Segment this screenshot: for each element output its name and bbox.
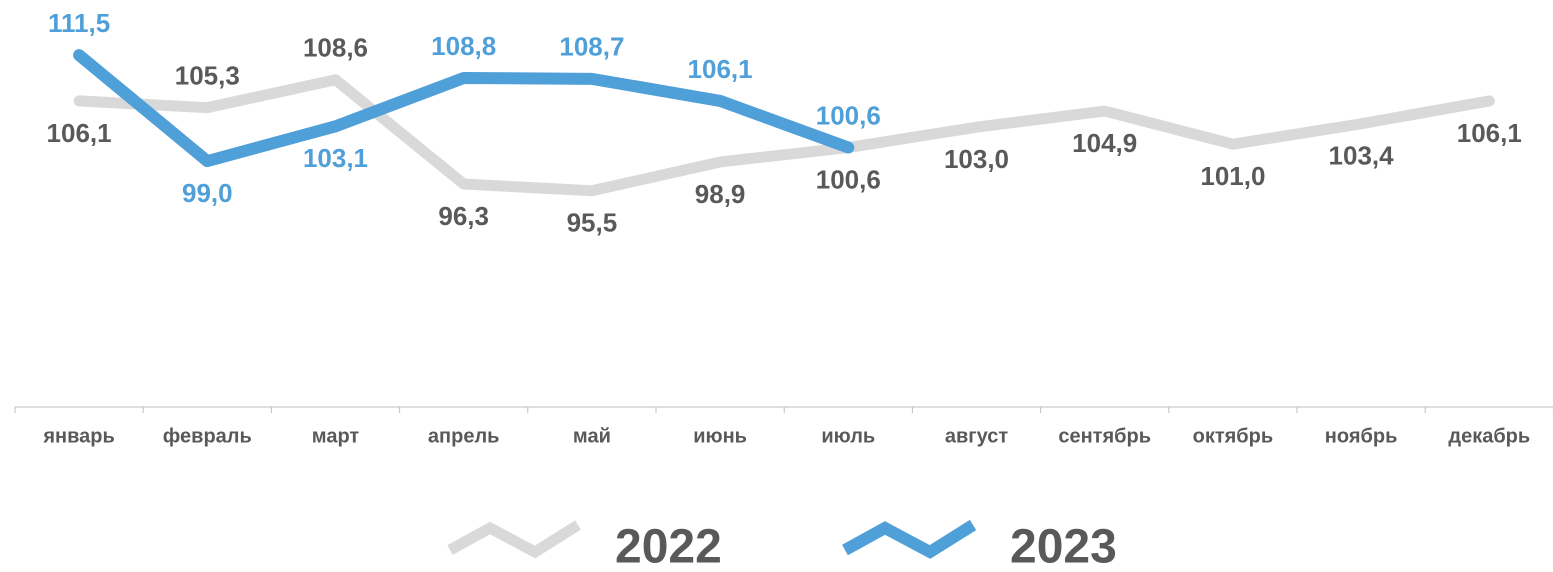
data-label: 99,0	[182, 178, 233, 208]
x-tick-label: апрель	[428, 425, 500, 447]
data-label: 106,1	[1457, 118, 1522, 148]
x-tick-label: сентябрь	[1058, 425, 1151, 447]
data-label: 104,9	[1072, 128, 1137, 158]
data-label: 106,1	[47, 118, 112, 148]
x-tick-label: ноябрь	[1325, 425, 1398, 447]
data-label: 98,9	[695, 179, 746, 209]
data-label: 100,6	[816, 100, 881, 130]
data-label: 105,3	[175, 61, 240, 91]
data-label: 111,5	[48, 8, 110, 38]
data-label: 108,6	[303, 33, 368, 63]
data-label: 106,1	[688, 54, 753, 84]
x-tick-label: январь	[42, 425, 114, 447]
data-label: 96,3	[438, 201, 489, 231]
x-tick-label: август	[945, 425, 1008, 447]
x-tick-label: июль	[821, 425, 875, 447]
x-tick-label: февраль	[163, 425, 252, 447]
data-label: 101,0	[1200, 161, 1265, 191]
data-label: 103,1	[303, 143, 368, 173]
legend-swatch	[842, 519, 977, 559]
data-label: 100,6	[816, 164, 881, 194]
legend-swatch	[447, 520, 581, 559]
data-label: 103,4	[1329, 141, 1395, 171]
x-tick-label: октябрь	[1193, 425, 1274, 447]
data-label: 108,8	[431, 31, 496, 61]
x-tick-label: май	[573, 425, 611, 447]
series-line	[73, 74, 1495, 197]
series-line	[73, 49, 855, 168]
data-label: 108,7	[559, 32, 624, 62]
legend-label: 2023	[1010, 521, 1117, 572]
data-label: 103,0	[944, 144, 1009, 174]
x-tick-label: июнь	[693, 425, 747, 447]
x-tick-label: март	[312, 425, 360, 447]
x-tick-label: декабрь	[1448, 425, 1530, 447]
data-label: 95,5	[567, 208, 618, 238]
legend-label: 2022	[615, 521, 722, 572]
